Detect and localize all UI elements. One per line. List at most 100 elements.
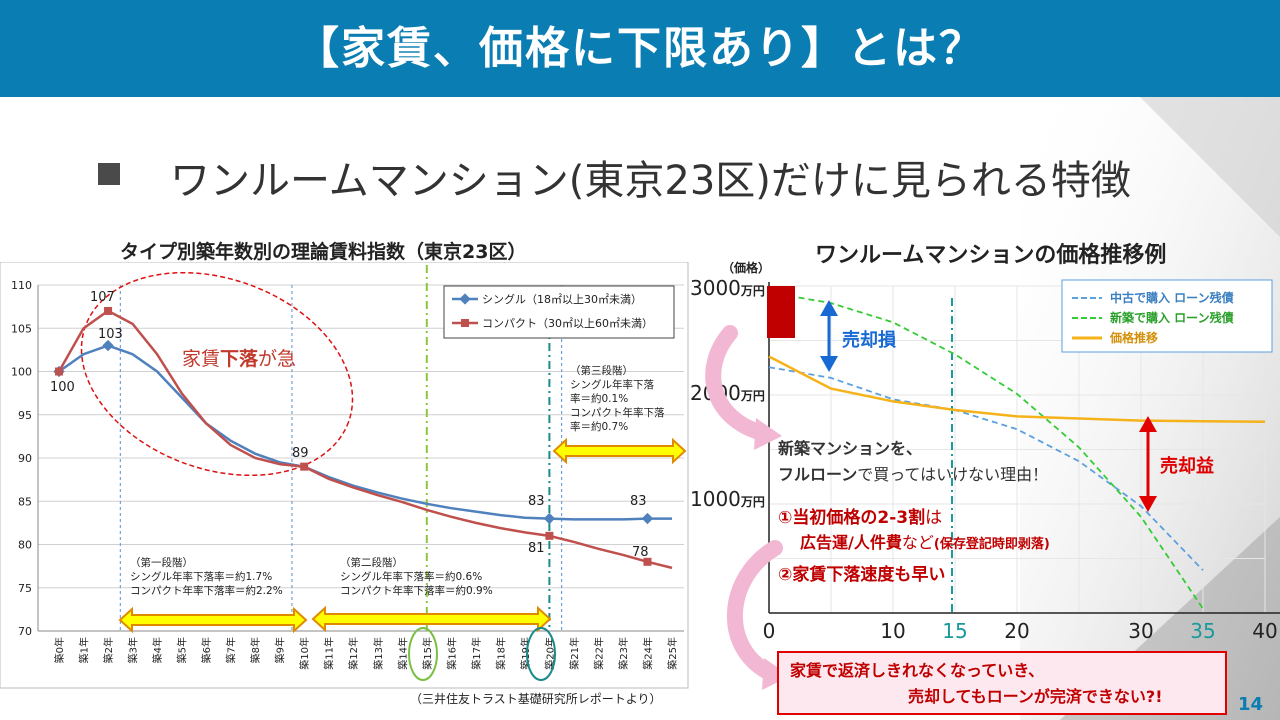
- price-chart-title: ワンルームマンションの価格推移例: [815, 243, 1167, 268]
- bullet-square-icon: [98, 163, 120, 185]
- compact-marker-2: [104, 306, 113, 315]
- stage3-description: （第三段階） シングル年率下落 率＝約0.1% コンパクト年率下落 率＝約0.7…: [570, 364, 665, 433]
- rent-index-chart: 70 75 80 85 90 95 100 105 110 築0年 築1年 築2年 築3年 築4年 築5年…: [0, 262, 689, 689]
- conclusion-line1: 家賃で返済しきれなくなっていき、: [790, 661, 1044, 680]
- conclusion-box: [777, 651, 1227, 715]
- series-used-loan: [768, 366, 1204, 571]
- xtick-築11年: 築11年: [323, 637, 336, 670]
- xtick-築19年: 築19年: [519, 637, 532, 670]
- point1-line1: ①当初価格の2-3割は: [778, 507, 942, 528]
- title-banner: [0, 0, 1280, 97]
- sale-gain-label: 売却益: [1160, 455, 1214, 477]
- xtick-築22年: 築22年: [592, 637, 605, 670]
- price-xtick-15: 15: [942, 619, 967, 643]
- svg-text:（第三段階）: （第三段階）: [570, 364, 633, 377]
- legend-price-label: 価格推移: [1109, 330, 1158, 345]
- price-xtick-0: 0: [763, 619, 776, 643]
- sale-loss-arrow: [820, 300, 838, 372]
- rent-drop-annotation: 家賃下落が急: [182, 347, 296, 370]
- legend-compact-marker: [461, 319, 469, 327]
- page-number: 14: [1238, 694, 1264, 715]
- xtick-築3年: 築3年: [127, 637, 140, 663]
- ytick-105: 105: [11, 322, 32, 335]
- xtick-築16年: 築16年: [445, 637, 458, 670]
- ytick-1000: 1000万円: [690, 487, 765, 511]
- svg-text:（第二段階）: （第二段階）: [340, 556, 403, 569]
- legend-used-label: 中古で購入 ローン残債: [1110, 290, 1234, 305]
- stage1-description: （第一段階） シングル年率下落率＝約1.7% コンパクト年率下落率＝約2.2%: [130, 556, 283, 597]
- year15-highlight-circle: [408, 627, 438, 681]
- ytick-110: 110: [11, 279, 32, 292]
- price-xtick-30: 30: [1128, 619, 1153, 643]
- sale-loss-label: 売却損: [842, 329, 897, 351]
- pink-curve-arrow-1: [705, 325, 782, 450]
- legend-single-label: シングル（18㎡以上30㎡未満）: [482, 292, 642, 306]
- price-chart-legend: [1061, 279, 1273, 353]
- label-compact-20: 81: [528, 541, 545, 556]
- xtick-築10年: 築10年: [298, 637, 311, 670]
- ytick-90: 90: [18, 452, 32, 465]
- xtick-築2年: 築2年: [102, 637, 115, 663]
- series-single-line: [58, 344, 672, 521]
- background-decoration: [1020, 97, 1280, 720]
- label-single-0: 100: [50, 380, 75, 395]
- phase2-arrow: [311, 605, 552, 633]
- conclusion-line2: 売却してもローンが完済できない?!: [908, 687, 1163, 706]
- initial-price-block: [767, 286, 795, 338]
- xtick-築21年: 築21年: [568, 637, 581, 670]
- series-new-loan: [768, 291, 1204, 610]
- label-compact-10: 89: [292, 446, 309, 461]
- compact-marker-24: [643, 557, 652, 566]
- xtick-築6年: 築6年: [200, 637, 213, 663]
- sale-gain-arrow: [1139, 416, 1157, 512]
- series-price: [768, 355, 1266, 423]
- svg-text:シングル年率下落: シングル年率下落: [570, 378, 654, 391]
- legend-compact-label: コンパクト（30㎡以上60㎡未満）: [482, 317, 653, 330]
- xtick-築13年: 築13年: [372, 637, 385, 670]
- svg-text:コンパクト年率下落率＝約0.9%: コンパクト年率下落率＝約0.9%: [340, 584, 493, 597]
- ytick-80: 80: [18, 539, 32, 552]
- ytick-3000: 3000万円: [690, 276, 765, 300]
- price-xtick-40: 40: [1252, 619, 1277, 643]
- compact-marker-0: [55, 367, 63, 376]
- svg-text:シングル年率下落率＝約1.7%: シングル年率下落率＝約1.7%: [130, 570, 272, 583]
- svg-text:（第一段階）: （第一段階）: [130, 556, 193, 569]
- xtick-築0年: 築0年: [53, 637, 66, 663]
- compact-marker-10: [300, 462, 309, 471]
- ytick-85: 85: [18, 495, 32, 508]
- xtick-築23年: 築23年: [617, 637, 630, 670]
- xtick-築15年: 築15年: [421, 637, 434, 670]
- rent-chart-legend: [443, 285, 675, 339]
- ytick-95: 95: [18, 409, 32, 422]
- rent-chart-title: タイプ別築年数別の理論賃料指数（東京23区）: [120, 241, 527, 263]
- series-compact-line: [57, 309, 673, 570]
- xtick-築4年: 築4年: [151, 637, 164, 663]
- point1-line2: 広告運/人件費など(保存登記時即剥落): [800, 533, 1050, 552]
- phase3-arrow: [552, 437, 687, 465]
- label-single-2: 103: [98, 327, 123, 342]
- year20-highlight-circle: [526, 627, 556, 681]
- source-note: （三井住友トラスト基礎研究所レポートより）: [410, 692, 662, 706]
- svg-text:率＝約0.1%: 率＝約0.1%: [570, 392, 628, 405]
- xtick-築9年: 築9年: [274, 637, 287, 663]
- svg-text:率＝約0.7%: 率＝約0.7%: [570, 420, 628, 433]
- svg-text:コンパクト年率下落: コンパクト年率下落: [570, 406, 665, 419]
- label-compact-24: 78: [632, 545, 649, 560]
- phase1-arrow: [118, 606, 308, 634]
- slide-subtitle: ワンルームマンション(東京23区)だけに見られる特徴: [170, 158, 1131, 204]
- xtick-築25年: 築25年: [666, 637, 679, 670]
- price-axis-label: （価格）: [722, 260, 770, 275]
- svg-text:シングル年率下落率＝約0.6%: シングル年率下落率＝約0.6%: [340, 570, 482, 583]
- xtick-築8年: 築8年: [249, 637, 262, 663]
- ytick-75: 75: [18, 582, 32, 595]
- label-compact-2: 107: [90, 290, 115, 305]
- note-line1: 新築マンションを、: [778, 439, 922, 458]
- note-line2: フルローンで買ってはいけない理由！: [778, 465, 1048, 484]
- price-xtick-10: 10: [880, 619, 905, 643]
- xtick-築20年: 築20年: [543, 637, 556, 670]
- svg-text:コンパクト年率下落率＝約2.2%: コンパクト年率下落率＝約2.2%: [130, 584, 283, 597]
- xtick-築5年: 築5年: [176, 637, 189, 663]
- ytick-100: 100: [11, 366, 32, 379]
- label-single-20: 83: [528, 494, 545, 509]
- xtick-築14年: 築14年: [396, 637, 409, 670]
